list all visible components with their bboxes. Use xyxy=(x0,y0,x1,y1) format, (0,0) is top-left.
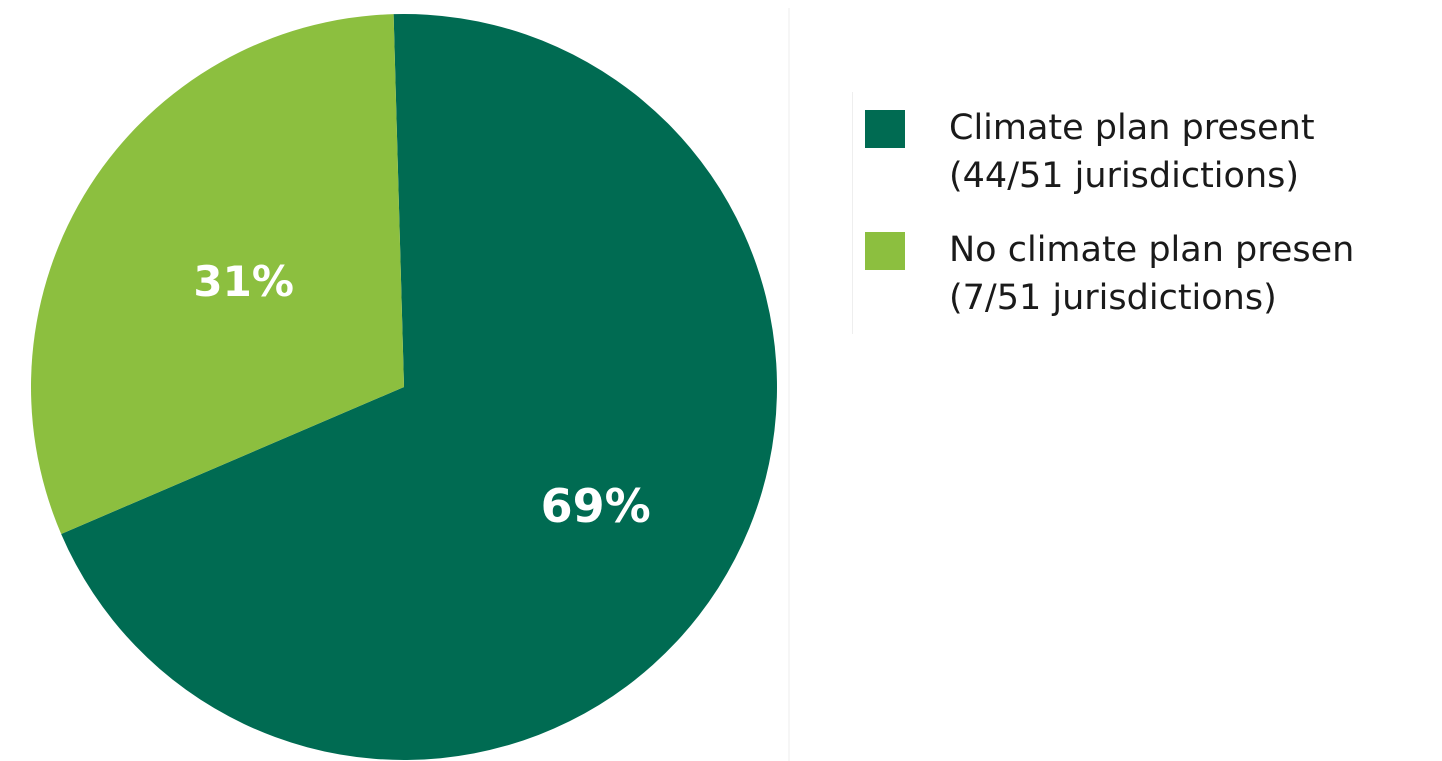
pie-slice-climate-plan-present xyxy=(61,14,777,761)
pie-slices xyxy=(30,14,777,761)
legend-swatch-climate-plan-present xyxy=(865,110,905,148)
pie-slice-no-climate-plan xyxy=(30,14,404,534)
legend-text: Climate plan present (44/51 jurisdiction… xyxy=(949,104,1315,200)
legend-label: Climate plan present xyxy=(949,108,1315,148)
slice-value-label: 69% xyxy=(541,479,651,533)
legend-detail: (44/51 jurisdictions) xyxy=(949,156,1300,196)
legend-detail: (7/51 jurisdictions) xyxy=(949,278,1277,318)
legend: Climate plan present (44/51 jurisdiction… xyxy=(852,92,1411,334)
legend-label: No climate plan presen xyxy=(949,230,1355,270)
legend-text: No climate plan presen (7/51 jurisdictio… xyxy=(949,226,1354,322)
legend-swatch-no-climate-plan xyxy=(865,232,905,270)
pie-slice-labels: 69% 31% xyxy=(193,257,650,533)
slice-value-label: 31% xyxy=(193,257,294,306)
